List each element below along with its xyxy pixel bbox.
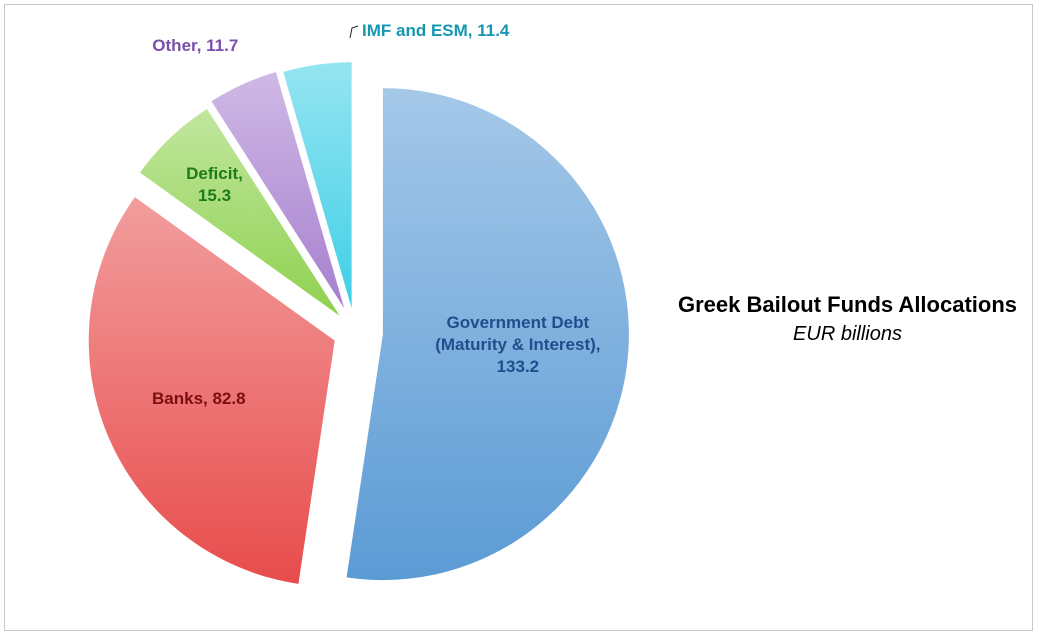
slice-label-deficit: Deficit, 15.3: [186, 164, 243, 205]
leader-lines: [349, 25, 359, 39]
chart-title: Greek Bailout Funds Allocations: [677, 292, 1017, 317]
title-block: Greek Bailout Funds Allocations EUR bill…: [660, 290, 1035, 348]
slice-label-other: Other, 11.7: [152, 36, 238, 55]
pie-slices: [88, 62, 629, 584]
chart-subtitle: EUR billions: [793, 323, 902, 345]
pie-slice-imf-and-esm: [283, 62, 352, 309]
slice-label-banks: Banks, 82.8: [152, 389, 246, 408]
pie-slice-banks: [88, 197, 335, 584]
leader-line-imf-and-esm: [349, 25, 359, 39]
slice-labels: Government Debt (Maturity & Interest), 133…: [152, 21, 600, 408]
pie-slice-deficit: [139, 109, 340, 317]
pie-slice-government-debt-maturity-interest: [346, 88, 629, 581]
slice-label-imf-and-esm: IMF and ESM, 11.4: [362, 21, 510, 40]
slice-label-government-debt-maturity-interest: Government Debt (Maturity & Interest), 133…: [435, 313, 600, 376]
pie-slice-other: [211, 72, 345, 309]
